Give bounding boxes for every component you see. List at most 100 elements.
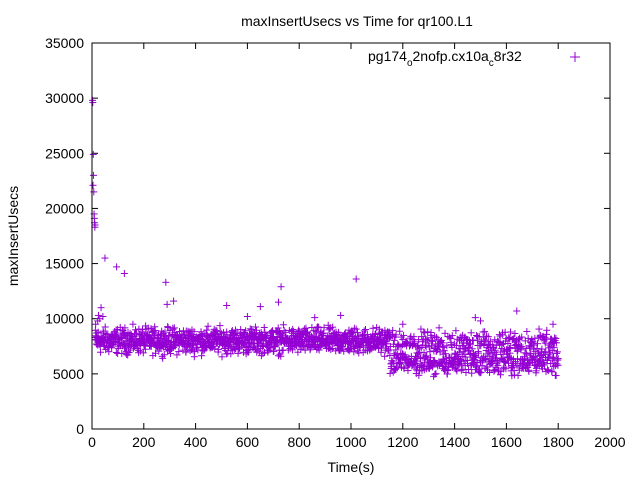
data-point <box>543 356 551 364</box>
data-point <box>274 324 282 332</box>
data-point <box>381 352 389 360</box>
data-point <box>97 348 105 356</box>
data-point <box>553 348 561 356</box>
data-point <box>218 353 226 361</box>
data-point <box>362 326 370 334</box>
data-point <box>466 340 474 348</box>
data-point <box>141 345 149 353</box>
data-point <box>506 343 514 351</box>
data-point <box>89 150 97 158</box>
data-point <box>393 364 401 372</box>
data-point <box>418 333 426 341</box>
data-point <box>118 335 126 343</box>
data-point <box>513 307 521 315</box>
data-point <box>547 335 555 343</box>
data-point <box>279 321 287 329</box>
data-point <box>486 368 494 376</box>
data-point <box>270 333 278 341</box>
data-point <box>404 367 412 375</box>
data-point <box>443 342 451 350</box>
data-point <box>535 325 543 333</box>
data-point <box>530 341 538 349</box>
data-point <box>311 327 319 335</box>
data-point <box>554 355 562 363</box>
data-point <box>456 356 464 364</box>
data-point <box>274 298 282 306</box>
data-point <box>169 325 177 333</box>
data-point <box>513 347 521 355</box>
data-point <box>527 349 535 357</box>
legend-label-end: 8r32 <box>494 48 522 64</box>
data-point <box>524 334 532 342</box>
legend-marker <box>570 52 580 62</box>
data-point <box>400 365 408 373</box>
data-point <box>491 336 499 344</box>
data-point <box>223 301 231 309</box>
data-point <box>94 328 102 336</box>
data-point <box>481 328 489 336</box>
y-axis-label: maxInsertUsecs <box>5 186 21 286</box>
data-point <box>375 329 383 337</box>
data-point <box>182 348 190 356</box>
data-point <box>444 333 452 341</box>
data-point <box>119 327 127 335</box>
data-point <box>164 324 172 332</box>
data-point <box>329 323 337 331</box>
data-point <box>197 331 205 339</box>
data-point <box>531 347 539 355</box>
data-point <box>437 338 445 346</box>
data-point <box>428 363 436 371</box>
data-point <box>423 352 431 360</box>
y-tick-label: 0 <box>76 421 84 437</box>
data-point <box>256 303 264 311</box>
data-point <box>506 345 514 353</box>
data-point <box>402 338 410 346</box>
data-point <box>112 326 120 334</box>
data-point <box>422 352 430 360</box>
data-point <box>533 344 541 352</box>
data-point <box>190 340 198 348</box>
data-point <box>433 347 441 355</box>
data-point <box>246 325 254 333</box>
data-point <box>303 342 311 350</box>
data-point <box>544 367 552 375</box>
data-point <box>474 349 482 357</box>
data-point <box>486 337 494 345</box>
data-point <box>99 313 107 321</box>
data-point <box>132 326 140 334</box>
data-point <box>386 369 394 377</box>
data-point <box>465 344 473 352</box>
data-point <box>170 297 178 305</box>
legend-label-middle: 2nofp.cx10a <box>413 48 489 64</box>
data-point <box>139 349 147 357</box>
data-point <box>428 336 436 344</box>
data-point <box>431 332 439 340</box>
data-point <box>477 317 484 325</box>
data-point <box>259 343 267 351</box>
data-point <box>481 336 489 344</box>
data-point <box>432 370 440 378</box>
data-point <box>496 371 504 379</box>
data-point <box>211 345 219 353</box>
data-point <box>390 336 398 344</box>
data-point <box>337 311 345 319</box>
y-tick-label: 15000 <box>45 256 84 272</box>
data-point <box>176 328 184 336</box>
data-point <box>300 325 308 333</box>
data-point <box>234 349 242 357</box>
data-point <box>550 353 558 361</box>
data-point <box>173 351 181 359</box>
data-point <box>377 348 385 356</box>
legend-label-main: pg174 <box>368 48 407 64</box>
data-point <box>514 371 522 379</box>
data-point <box>521 349 529 357</box>
data-point <box>426 358 434 366</box>
data-point <box>541 339 549 347</box>
data-point <box>452 327 460 335</box>
data-point <box>415 371 423 379</box>
data-point <box>288 346 296 354</box>
data-point <box>482 332 490 340</box>
data-point <box>538 365 546 373</box>
data-point <box>552 371 560 379</box>
